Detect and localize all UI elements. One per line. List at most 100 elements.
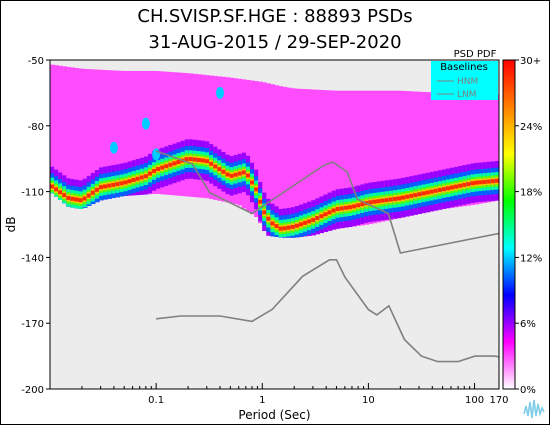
pdf-column (425, 92, 431, 213)
pdf-low-band (192, 73, 198, 198)
colorbar-tick-label: 6% (520, 319, 536, 330)
pdf-low-band (282, 86, 288, 238)
pdf-low-band (494, 94, 499, 201)
pdf-column (152, 70, 157, 194)
pdf-low-band (441, 92, 447, 209)
pdf-low-band (217, 76, 223, 201)
pdf-low-band (364, 90, 369, 225)
pdf-low-band (343, 90, 349, 228)
pdf-low-band (229, 77, 235, 204)
pdf-column (139, 70, 145, 195)
pdf-band (184, 157, 190, 162)
pdf-band (192, 157, 198, 162)
colorbar-tick-label: 24% (520, 122, 542, 133)
pdf-low-band (429, 92, 435, 212)
pdf-band (278, 226, 284, 231)
pdf-band (441, 187, 447, 192)
pdf-low-band (74, 68, 80, 209)
pdf-low-band (372, 90, 378, 224)
pdf-column (405, 91, 410, 217)
pdf-column (241, 79, 247, 209)
pdf-column (270, 84, 276, 237)
pdf-low-band (127, 70, 133, 196)
pdf-band (372, 199, 378, 204)
pdf-column (356, 90, 361, 226)
pdf-column (323, 90, 329, 232)
pdf-band (311, 217, 316, 222)
pdf-low-band (152, 70, 157, 194)
pdf-column (254, 81, 259, 218)
pdf-band (217, 167, 223, 172)
pdf-column (409, 91, 414, 216)
pdf-band (156, 166, 161, 171)
y-tick-label: -110 (21, 188, 44, 199)
pdf-band (319, 214, 325, 219)
pdf-column (466, 92, 472, 206)
y-axis-label: dB (4, 217, 18, 233)
pdf-low-band (66, 66, 72, 207)
pdf-low-band (470, 92, 476, 206)
pdf-band (196, 158, 202, 162)
pdf-low-band (233, 78, 239, 205)
pdf-column (192, 73, 198, 198)
pdf-column (454, 92, 459, 208)
pdf-column (143, 70, 149, 195)
pdf-band (135, 176, 141, 181)
pdf-column (437, 92, 443, 210)
y-tick-label: -200 (21, 385, 44, 396)
pdf-band (470, 181, 476, 186)
hnm-baseline (155, 150, 499, 254)
pdf-column (250, 80, 255, 215)
pdf-column (372, 90, 378, 224)
pdf-band (282, 226, 288, 231)
pdf-low-band (188, 73, 194, 197)
pdf-column (180, 72, 186, 197)
pdf-band (274, 224, 280, 229)
pdf-column (164, 71, 169, 195)
pdf-band (229, 173, 235, 178)
pdf-band (58, 190, 63, 195)
pdf-low-band (58, 65, 63, 200)
pdf-column (62, 66, 67, 204)
pdf-column (147, 70, 153, 195)
pdf-hot-spot (216, 86, 225, 99)
pdf-low-band (70, 67, 76, 208)
pdf-column (282, 86, 288, 238)
pdf-band (188, 157, 194, 161)
pdf-low-band (54, 65, 59, 197)
pdf-band (213, 164, 218, 169)
pdf-column (335, 90, 341, 229)
pdf-low-band (270, 84, 276, 237)
pdf-column (319, 89, 325, 234)
pdf-column (184, 73, 190, 197)
pdf-column (486, 94, 492, 203)
pdf-low-band (298, 88, 304, 237)
pdf-band (164, 164, 169, 169)
pdf-column (298, 88, 304, 237)
pdf-column (229, 77, 235, 204)
pdf-low-band (405, 91, 410, 217)
pdf-band (360, 202, 365, 207)
pdf-low-band (156, 71, 161, 194)
pdf-low-band (50, 64, 55, 194)
pdf-band (54, 187, 59, 192)
pdf-column (450, 92, 455, 208)
colorbar-strip (502, 59, 516, 390)
pdf-low-band (221, 76, 227, 202)
pdf-column (494, 94, 499, 201)
pdf-column (74, 68, 80, 209)
pdf-column (384, 90, 390, 221)
legend: Baselines HNM LNM (431, 61, 498, 100)
pdf-low-band (196, 74, 202, 198)
pdf-column (50, 64, 55, 194)
pdf-column (196, 74, 202, 198)
pdf-low-band (274, 85, 280, 237)
pdf-column (347, 90, 353, 228)
colorbar-title: PSD PDF (454, 49, 497, 60)
pdf-low-band (384, 90, 390, 221)
pdf-low-band (478, 93, 484, 204)
pdf-band (127, 179, 133, 184)
pdf-low-band (388, 90, 394, 220)
pdf-column (331, 90, 337, 230)
pdf-low-band (131, 70, 137, 196)
